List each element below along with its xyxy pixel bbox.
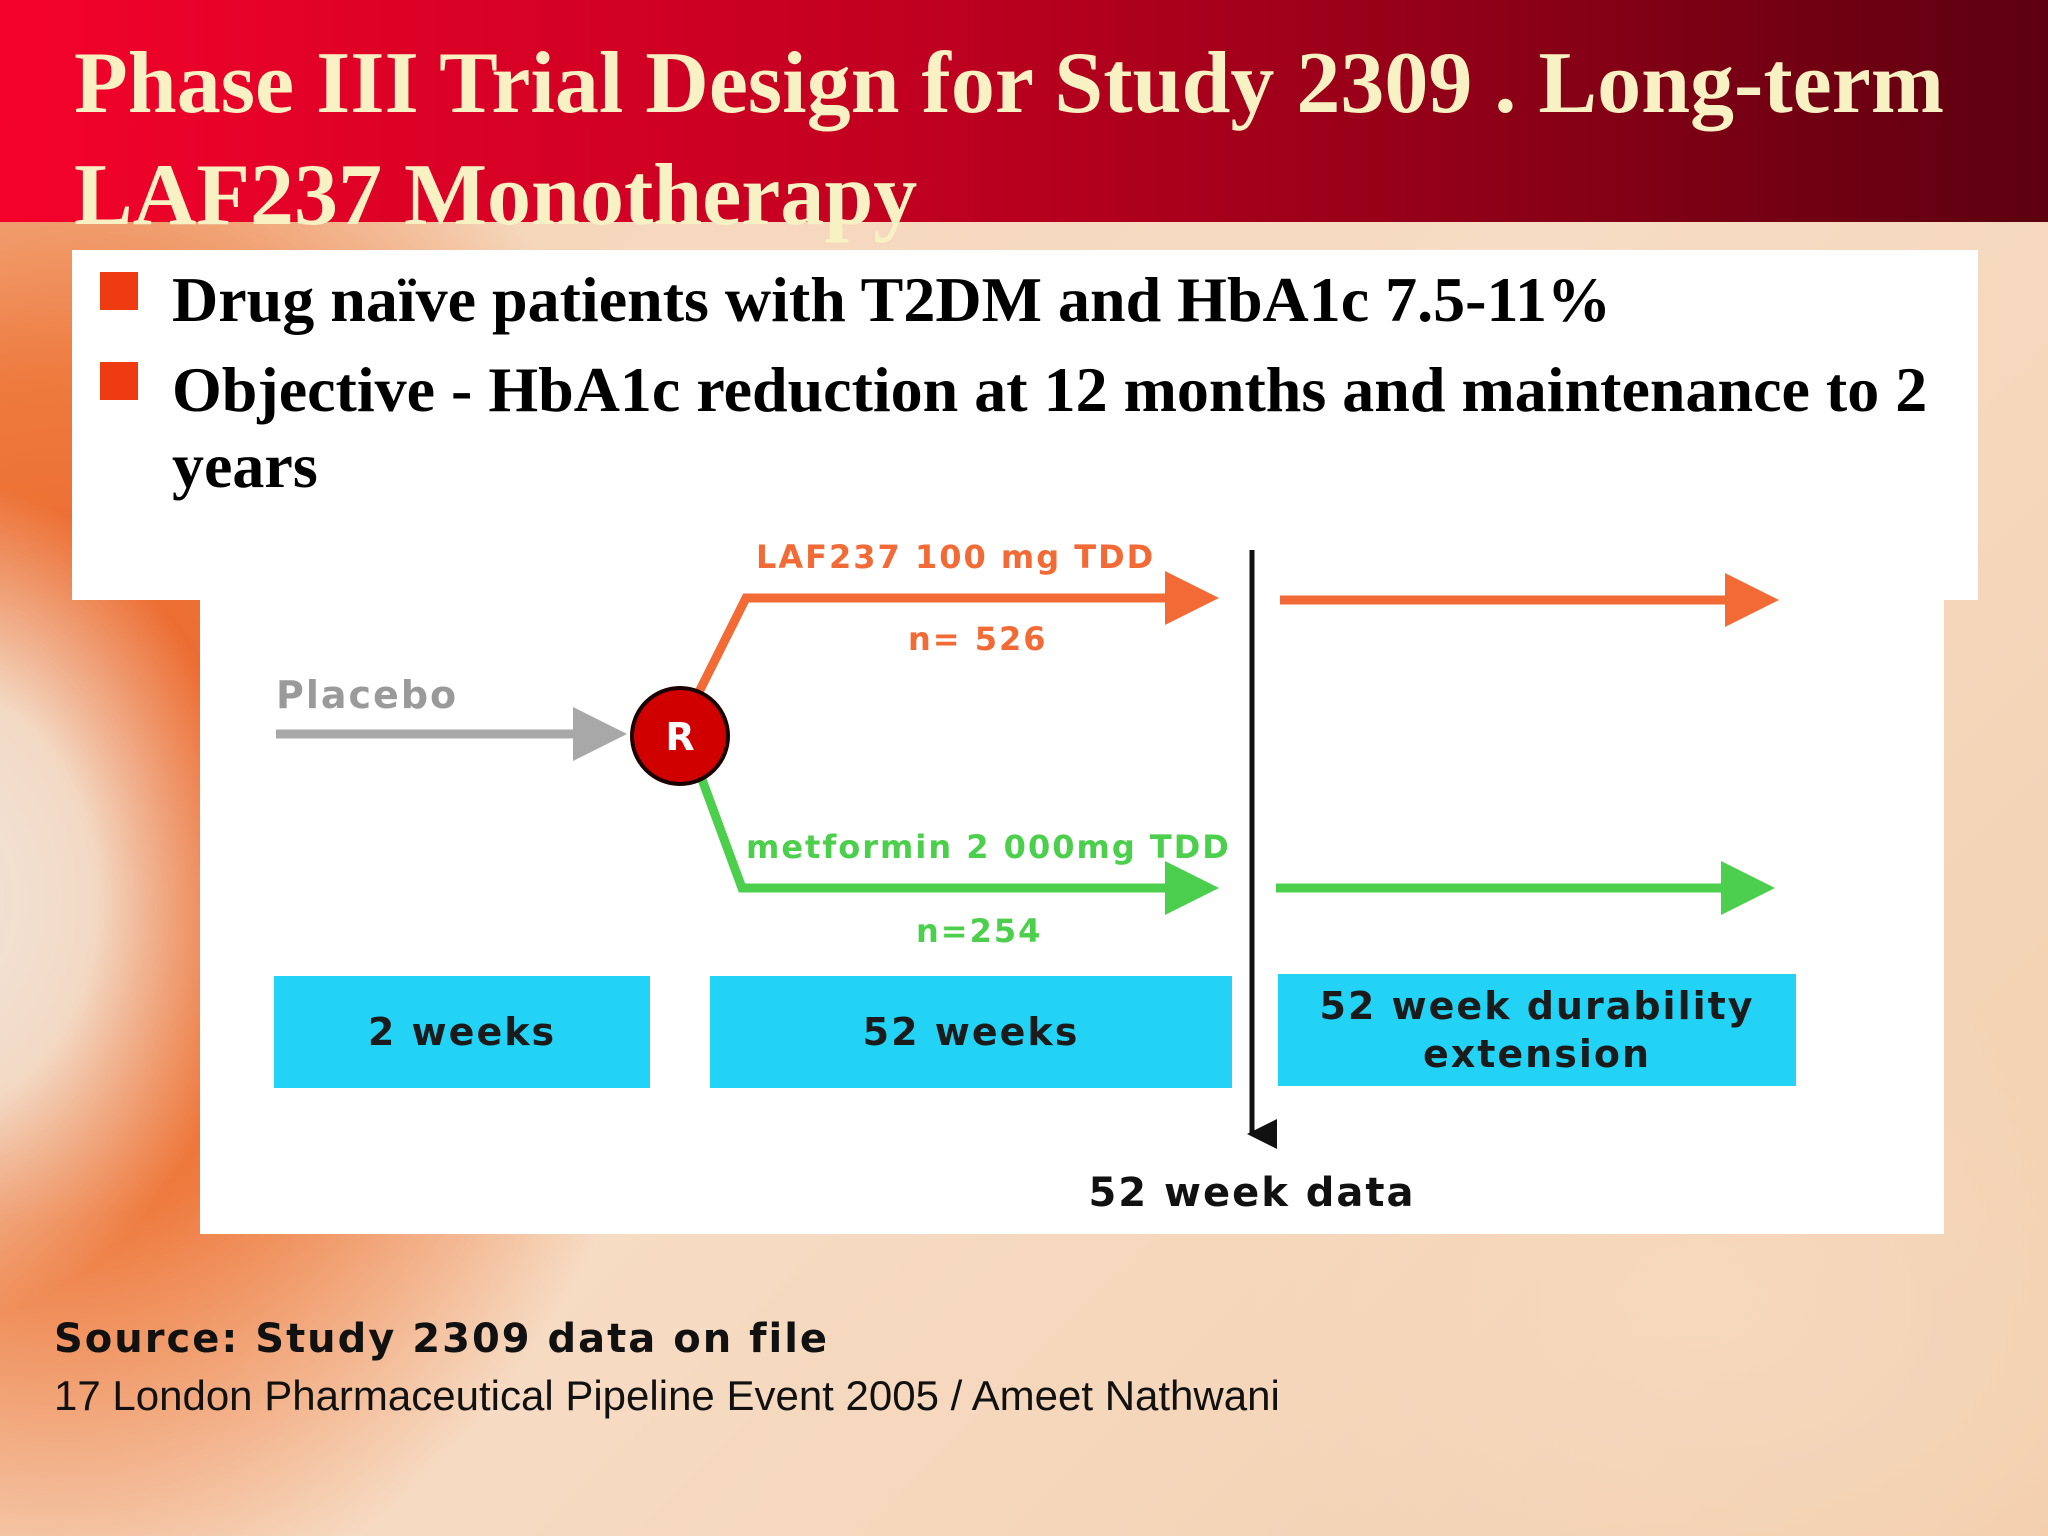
randomize-label: R (665, 715, 694, 759)
phase-box-treatment: 52 weeks (710, 976, 1232, 1088)
trial-flow-svg: Placebo LAF237 100 mg TDD n= 526 metform… (276, 538, 1779, 1216)
top-arm-arrow (691, 571, 1219, 701)
bullet-item: Objective - HbA1c reduction at 12 months… (100, 352, 1950, 504)
trial-design-diagram: Placebo LAF237 100 mg TDD n= 526 metform… (200, 538, 1944, 1234)
top-arm-label: LAF237 100 mg TDD (756, 538, 1155, 576)
footer-source: Source: Study 2309 data on file (54, 1316, 830, 1362)
phase-box-runin-label: 2 weeks (367, 1010, 557, 1054)
phase-box-extension-label: 52 week durability extension (1319, 984, 1755, 1076)
bullet-panel (72, 250, 1978, 600)
bullet-text: Objective - HbA1c reduction at 12 months… (172, 354, 1928, 501)
phase-box-extension: 52 week durability extension (1278, 974, 1796, 1086)
bullet-list: Drug naïve patients with T2DM and HbA1c … (100, 262, 1950, 518)
footer-note: 17 London Pharmaceutical Pipeline Event … (54, 1372, 1280, 1419)
bottom-arm-n: n=254 (916, 912, 1042, 950)
slide-title: Phase III Trial Design for Study 2309 . … (74, 35, 1945, 244)
bullet-text: Drug naïve patients with T2DM and HbA1c … (172, 264, 1611, 335)
title-bar: Phase III Trial Design for Study 2309 . … (0, 0, 2048, 244)
cutoff-label: 52 week data (1088, 1170, 1415, 1216)
phase-box-runin: 2 weeks (274, 976, 650, 1088)
bullet-item: Drug naïve patients with T2DM and HbA1c … (100, 262, 1950, 338)
bullet-square-icon (100, 362, 138, 400)
bottom-arm-arrow (695, 772, 1219, 915)
phase-box-treatment-label: 52 weeks (862, 1010, 1080, 1054)
trial-flow-group: Placebo LAF237 100 mg TDD n= 526 metform… (276, 538, 1779, 1216)
bottom-arm-label: metformin 2 000mg TDD (746, 828, 1231, 866)
top-arm-n: n= 526 (908, 620, 1048, 658)
randomize-circle (630, 686, 730, 786)
bullet-square-icon (100, 272, 138, 310)
placebo-label: Placebo (276, 673, 458, 717)
